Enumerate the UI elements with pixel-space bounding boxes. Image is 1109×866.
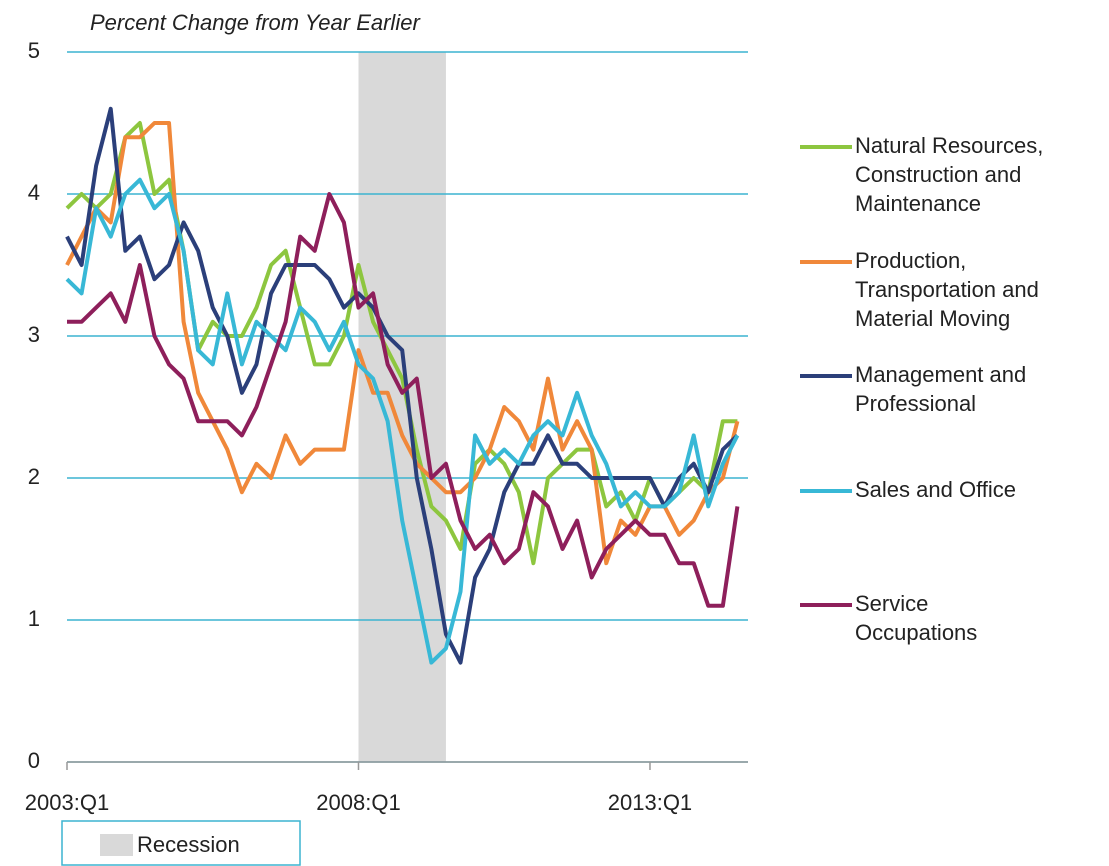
legend-label: Recession: [137, 832, 240, 857]
x-tick-label: 2003:Q1: [25, 790, 109, 815]
legend-label: Service Occupations: [855, 591, 977, 645]
x-tick-label: 2013:Q1: [608, 790, 692, 815]
y-tick-label: 3: [28, 322, 40, 347]
y-tick-label: 0: [28, 748, 40, 773]
legend-label: Production, Transportation and Material …: [855, 248, 1045, 331]
chart-title: Percent Change from Year Earlier: [90, 10, 421, 35]
legend-swatch: [100, 834, 133, 856]
y-tick-label: 2: [28, 464, 40, 489]
series-line: [65, 177, 740, 665]
recession-band: [358, 52, 446, 762]
series-line: [67, 192, 740, 608]
y-tick-label: 1: [28, 606, 40, 631]
legend-label: Management and Professional: [855, 362, 1032, 416]
legend-label: Sales and Office: [855, 477, 1016, 502]
y-tick-label: 5: [28, 38, 40, 63]
y-tick-label: 4: [28, 180, 40, 205]
series-line: [65, 121, 740, 566]
legend-label: Natural Resources, Construction and Main…: [855, 133, 1049, 216]
x-tick-label: 2008:Q1: [316, 790, 400, 815]
legend-box: [61, 820, 301, 866]
